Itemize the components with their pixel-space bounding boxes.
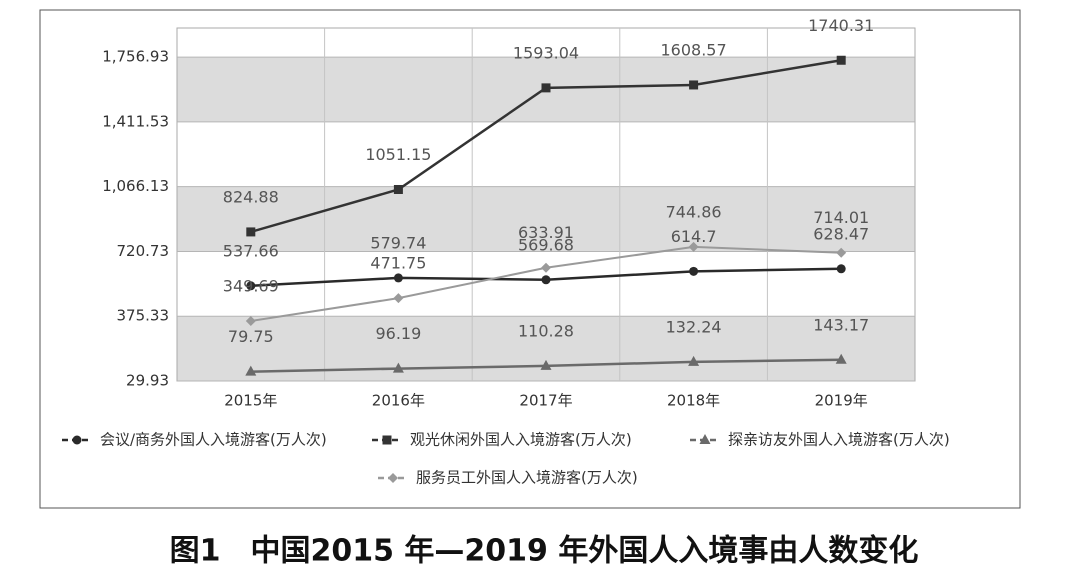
data-label: 744.86 bbox=[666, 202, 722, 221]
point bbox=[689, 266, 699, 276]
data-label: 1593.04 bbox=[513, 43, 579, 62]
data-label: 110.28 bbox=[518, 321, 574, 340]
point bbox=[836, 55, 846, 65]
data-label: 143.17 bbox=[813, 315, 869, 334]
y-tick-label: 1,066.13 bbox=[102, 177, 169, 195]
legend-label: 观光休闲外国人入境游客(万人次) bbox=[410, 431, 632, 449]
point bbox=[541, 83, 551, 93]
legend-marker bbox=[382, 435, 392, 445]
y-tick-label: 375.33 bbox=[117, 307, 170, 325]
point bbox=[393, 273, 403, 283]
x-tick-label: 2019年 bbox=[815, 392, 868, 410]
point bbox=[835, 353, 847, 364]
data-label: 1740.31 bbox=[808, 16, 874, 35]
data-label: 1608.57 bbox=[661, 40, 727, 59]
caption: 图1 中国2015 年—2019 年外国人入境事由人数变化 bbox=[170, 534, 919, 569]
data-label: 471.75 bbox=[370, 254, 426, 273]
data-label: 96.19 bbox=[375, 324, 421, 343]
y-tick-label: 29.93 bbox=[126, 372, 169, 390]
point bbox=[836, 247, 847, 258]
x-tick-label: 2015年 bbox=[224, 392, 277, 410]
point bbox=[246, 281, 256, 291]
data-label: 132.24 bbox=[666, 317, 722, 336]
x-tick-label: 2016年 bbox=[372, 392, 425, 410]
y-tick-label: 720.73 bbox=[117, 242, 170, 260]
data-label: 79.75 bbox=[228, 327, 274, 346]
data-label: 579.74 bbox=[370, 233, 426, 252]
legend-marker bbox=[699, 434, 711, 444]
data-label: 633.91 bbox=[518, 223, 574, 242]
data-label: 1051.15 bbox=[365, 145, 431, 164]
legend-label: 探亲访友外国人入境游客(万人次) bbox=[728, 431, 950, 449]
x-tick-label: 2018年 bbox=[667, 392, 720, 410]
point bbox=[393, 293, 404, 304]
point bbox=[392, 362, 404, 373]
point bbox=[541, 262, 551, 273]
x-tick-label: 2017年 bbox=[519, 392, 572, 410]
data-label: 628.47 bbox=[813, 224, 869, 243]
point bbox=[246, 227, 256, 237]
legend-marker bbox=[388, 473, 398, 483]
y-tick-label: 1,756.93 bbox=[102, 48, 169, 66]
data-label: 824.88 bbox=[223, 187, 279, 206]
chart-frame bbox=[39, 9, 1021, 509]
y-tick-label: 1,411.53 bbox=[102, 112, 169, 130]
point bbox=[688, 355, 700, 366]
point bbox=[393, 184, 403, 194]
point bbox=[688, 241, 699, 252]
legend-label: 服务员工外国人入境游客(万人次) bbox=[416, 469, 638, 487]
data-label: 714.01 bbox=[813, 208, 869, 227]
point bbox=[540, 359, 552, 370]
point bbox=[245, 316, 256, 327]
data-label: 614.7 bbox=[671, 227, 717, 246]
point bbox=[245, 365, 257, 376]
data-label: 537.66 bbox=[223, 241, 279, 260]
legend-marker bbox=[72, 435, 82, 445]
data-label: 349.69 bbox=[223, 277, 279, 296]
legend-label: 会议/商务外国人入境游客(万人次) bbox=[100, 431, 327, 449]
point bbox=[836, 264, 846, 274]
data-label: 569.68 bbox=[518, 235, 574, 254]
point bbox=[689, 80, 699, 90]
point bbox=[541, 275, 551, 285]
